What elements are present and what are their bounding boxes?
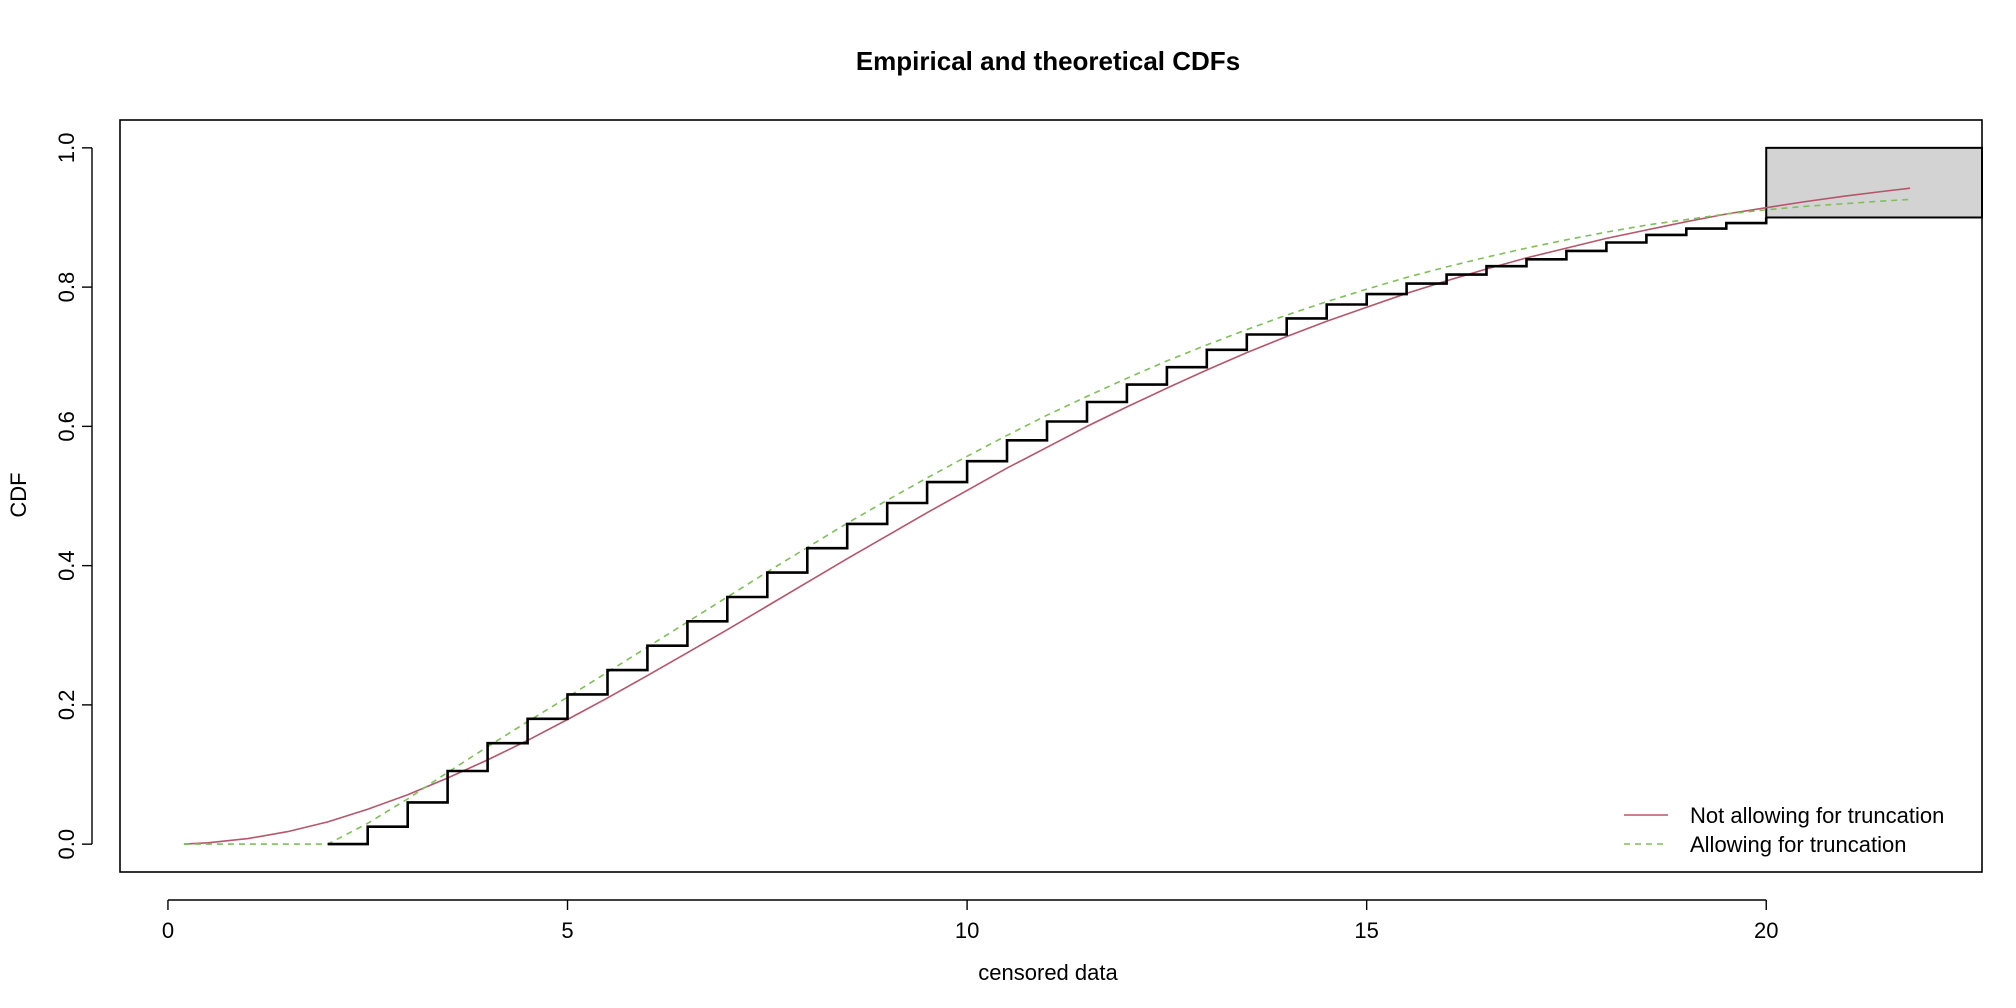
series-layer xyxy=(183,187,1911,845)
legend-label-2: Allowing for truncation xyxy=(1690,832,1906,857)
chart-title: Empirical and theoretical CDFs xyxy=(856,46,1240,76)
y-tick-label: 0.0 xyxy=(54,829,79,860)
legend: Not allowing for truncation Allowing for … xyxy=(1624,803,1944,857)
x-tick-label: 5 xyxy=(561,918,573,943)
y-tick-label: 0.4 xyxy=(54,550,79,581)
series-line-1 xyxy=(183,187,1911,845)
y-axis-label: CDF xyxy=(6,472,31,517)
y-tick-label: 0.6 xyxy=(54,411,79,442)
y-tick-label: 0.2 xyxy=(54,690,79,721)
x-tick-label: 10 xyxy=(955,918,979,943)
x-tick-label: 20 xyxy=(1754,918,1778,943)
series-line-2 xyxy=(183,198,1911,845)
plot-frame xyxy=(119,119,1983,873)
y-tick-label: 0.8 xyxy=(54,272,79,303)
censored-region-layer xyxy=(1765,146,1984,219)
y-tick-label: 1.0 xyxy=(54,133,79,164)
empirical-cdf-step xyxy=(327,217,1768,846)
y-axis: 0.0 0.2 0.4 0.6 0.8 1.0 xyxy=(54,133,93,860)
x-axis-label: censored data xyxy=(978,960,1118,985)
x-tick-label: 15 xyxy=(1354,918,1378,943)
empirical-cdf-layer xyxy=(327,217,1768,846)
censored-region-box xyxy=(1765,146,1984,219)
x-axis: 0 5 10 15 20 xyxy=(162,899,1778,943)
x-tick-label: 0 xyxy=(162,918,174,943)
legend-label-1: Not allowing for truncation xyxy=(1690,803,1944,828)
